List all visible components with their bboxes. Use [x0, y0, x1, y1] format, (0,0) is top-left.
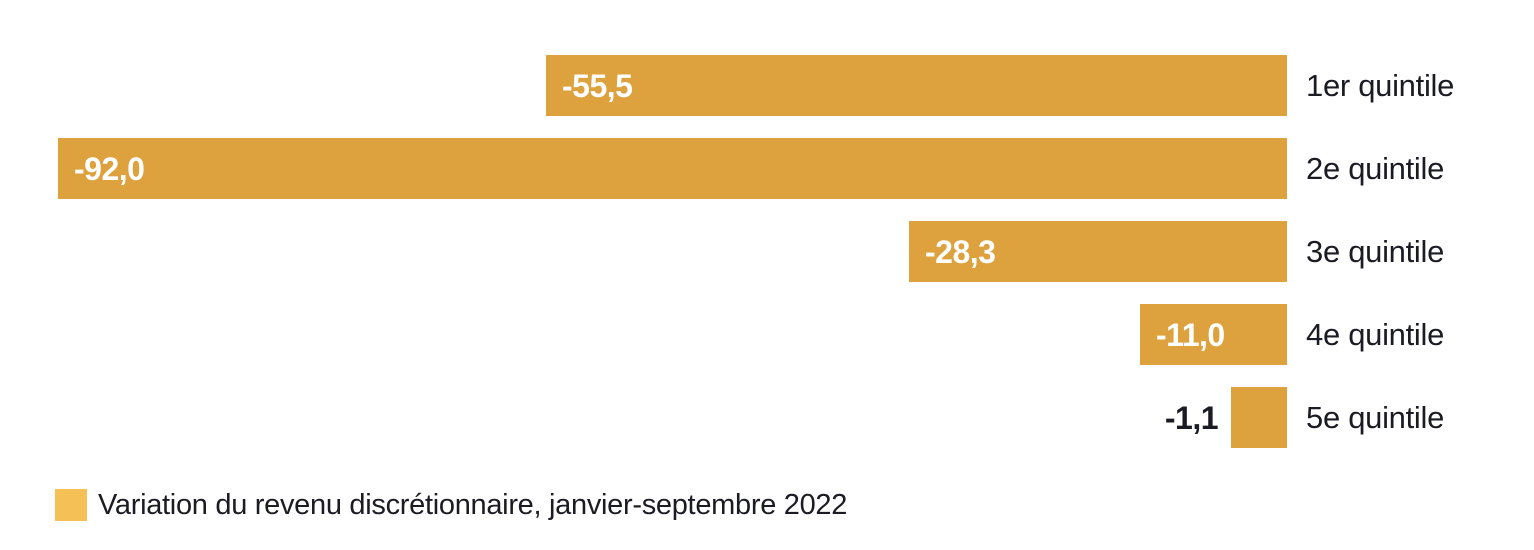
category-label: 1er quintile	[1306, 68, 1455, 103]
bar	[1231, 387, 1287, 448]
legend-swatch	[55, 489, 87, 521]
category-label: 4e quintile	[1306, 317, 1445, 352]
bar: -11,0	[1140, 304, 1287, 365]
bar-value-label: -1,1	[1164, 399, 1219, 436]
category-label: 5e quintile	[1306, 400, 1445, 435]
bar-value-label: -11,0	[1156, 316, 1225, 353]
bar-value-label: -55,5	[562, 67, 633, 104]
legend-label: Variation du revenu discrétionnaire, jan…	[98, 488, 848, 521]
bar-value-label: -92,0	[74, 150, 145, 187]
bar: -92,0	[58, 138, 1287, 199]
bar-value-label: -28,3	[925, 233, 996, 270]
category-label: 2e quintile	[1306, 151, 1445, 186]
bar: -55,5	[546, 55, 1287, 116]
chart-legend: Variation du revenu discrétionnaire, jan…	[55, 489, 847, 521]
category-label: 3e quintile	[1306, 234, 1445, 269]
bar: -28,3	[909, 221, 1287, 282]
